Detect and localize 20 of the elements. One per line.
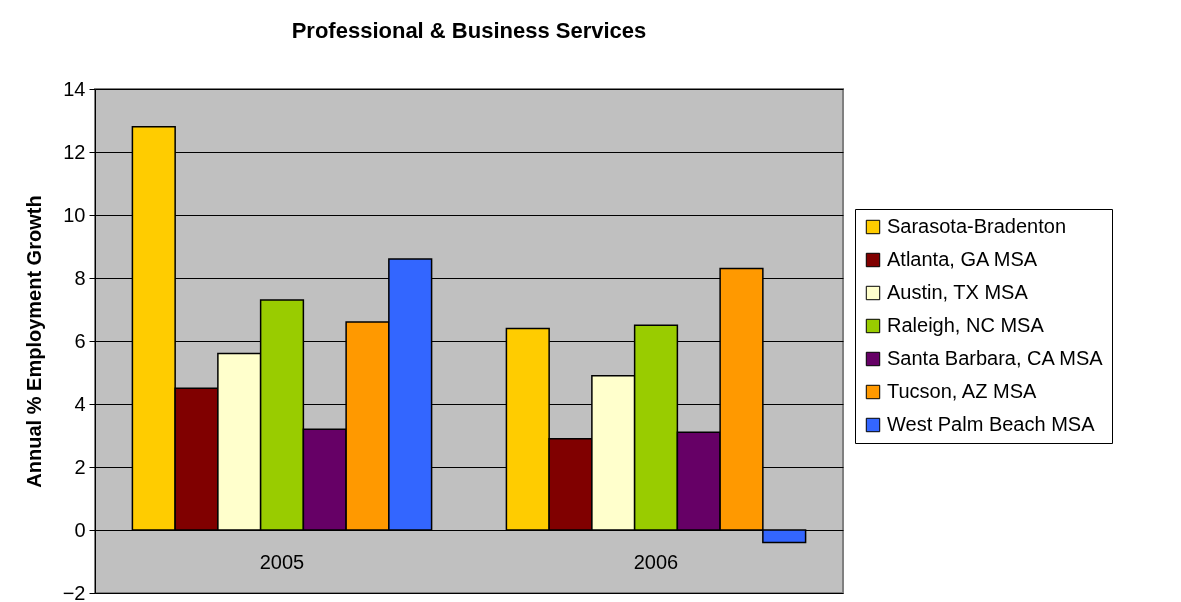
x-tick-label: 2006 (633, 550, 679, 573)
y-tick-label: 10 (63, 203, 86, 226)
legend-label: Tucson, AZ MSA (887, 380, 1037, 402)
legend-label: Sarasota-Bradenton (887, 215, 1067, 237)
y-axis-title: Annual % Employment Growth (22, 195, 45, 488)
legend-label: West Palm Beach MSA (887, 413, 1096, 435)
y-tick-label: −2 (62, 581, 86, 602)
y-tick-label: 12 (63, 140, 86, 163)
legend-label: Austin, TX MSA (887, 281, 1029, 303)
y-tick-label: 2 (74, 455, 86, 478)
legend-label: Raleigh, NC MSA (887, 314, 1045, 336)
y-tick-label: 6 (74, 329, 86, 352)
y-tick-label: 14 (63, 77, 86, 100)
chart-title: Professional & Business Services (291, 18, 647, 43)
legend-label: Santa Barbara, CA MSA (887, 347, 1104, 369)
x-tick-label: 2005 (259, 550, 305, 573)
y-tick-label: 8 (74, 266, 86, 289)
legend-label: Atlanta, GA MSA (887, 248, 1038, 270)
y-tick-label: 0 (74, 518, 86, 541)
y-tick-label: 4 (74, 392, 86, 415)
